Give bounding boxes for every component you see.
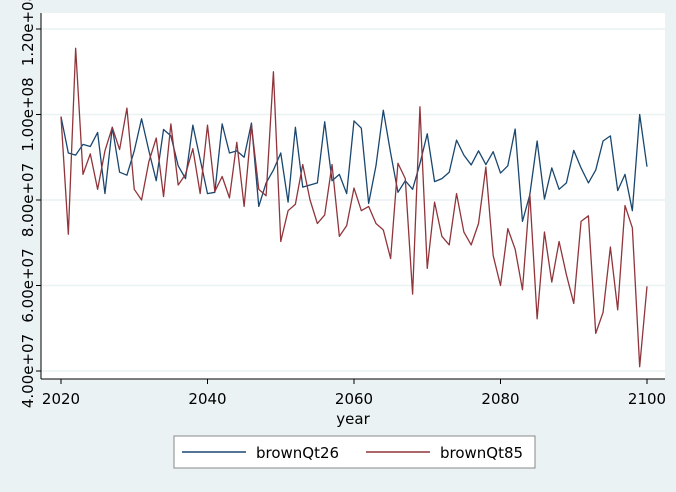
series-line-brownQt26	[60, 109, 648, 223]
series-lines	[60, 47, 648, 368]
legend-label-brownQt26: brownQt26	[256, 444, 339, 462]
y-tick-label: 4.00e+07	[19, 334, 37, 408]
gridlines	[41, 28, 665, 372]
y-tick-label: 1.20e+08	[19, 0, 37, 66]
x-tick-label: 2060	[335, 390, 373, 408]
x-tick-label: 2080	[481, 390, 519, 408]
x-tick-label: 2040	[188, 390, 226, 408]
y-tick-label: 6.00e+07	[19, 248, 37, 322]
x-axis-label: year	[336, 410, 370, 428]
axes: 4.00e+07 6.00e+07 8.00e+07 1.00e+08 1.20e+08…	[19, 0, 666, 408]
legend-label-brownQt85: brownQt85	[440, 444, 523, 462]
series-line-brownQt85	[60, 47, 648, 368]
x-tick-label: 2100	[628, 390, 666, 408]
legend: brownQt26 brownQt85	[173, 435, 536, 469]
x-tick-label: 2020	[42, 390, 80, 408]
y-tick-label: 1.00e+08	[19, 77, 37, 151]
y-tick-label: 8.00e+07	[19, 163, 37, 237]
